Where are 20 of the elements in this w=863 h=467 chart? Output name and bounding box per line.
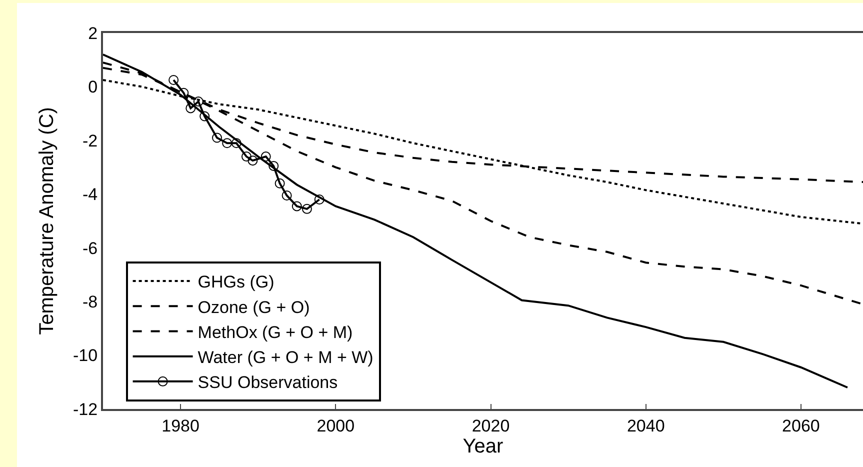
- y-tick-label: 2: [88, 24, 98, 43]
- y-tick-label: -6: [82, 238, 98, 258]
- y-tick-label: 0: [88, 78, 98, 97]
- x-tick-label: 2020: [472, 416, 510, 436]
- x-tick-label: 2060: [782, 416, 820, 436]
- legend-label: GHGs (G): [198, 272, 274, 292]
- y-tick-label: -12: [73, 400, 98, 419]
- x-tick-label: 1980: [162, 416, 200, 436]
- y-tick-label: -10: [73, 346, 98, 366]
- legend-label: Water (G + O + M + W): [198, 348, 374, 367]
- legend-label: MethOx (G + O + M): [198, 322, 353, 342]
- y-tick-label: -2: [82, 131, 98, 150]
- y-axis-title: Temperature Anomaly (C): [36, 107, 58, 335]
- y-tick-label: -4: [82, 185, 98, 204]
- x-tick-label: 2040: [626, 416, 665, 436]
- x-axis-title: Year: [462, 435, 504, 458]
- x-tick-label: 2000: [316, 416, 355, 436]
- legend-label: SSU Observations: [198, 373, 338, 392]
- y-tick-label: -8: [82, 292, 98, 312]
- legend-label: Ozone (G + O): [198, 298, 310, 317]
